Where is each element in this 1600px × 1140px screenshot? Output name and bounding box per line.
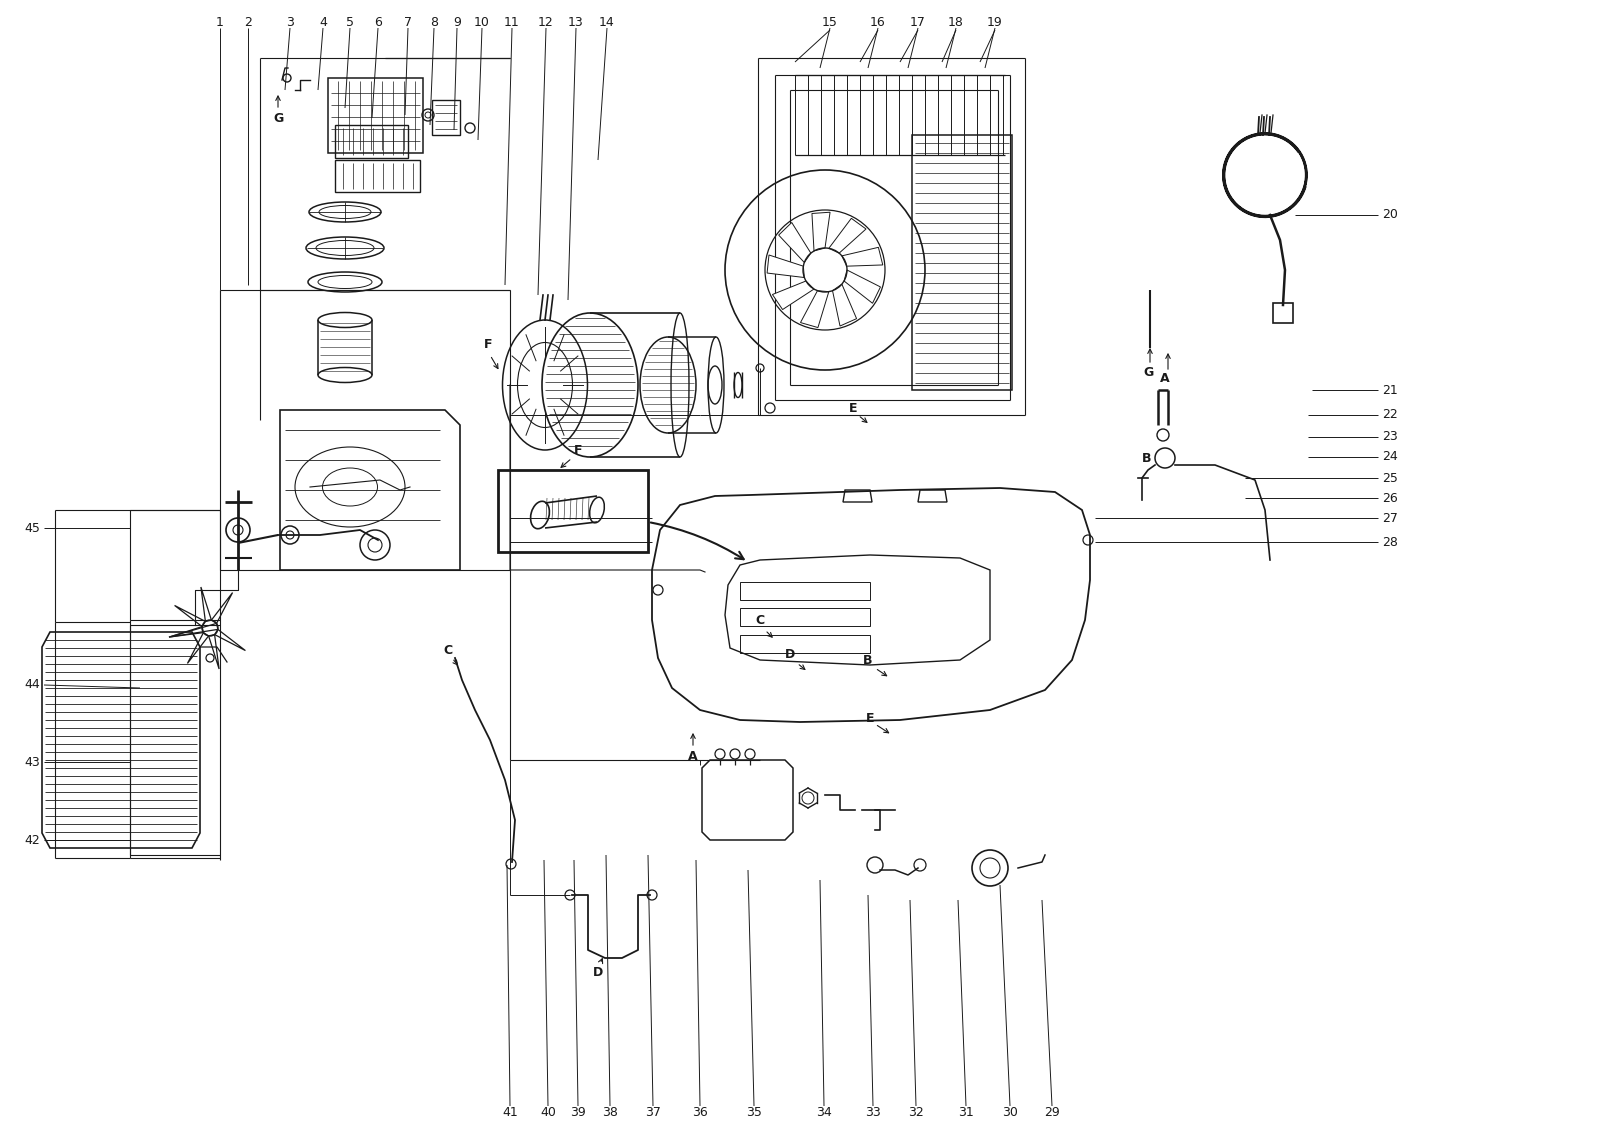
Text: 13: 13	[568, 16, 584, 28]
Text: 21: 21	[1382, 383, 1398, 397]
Text: 38: 38	[602, 1106, 618, 1118]
Text: 11: 11	[504, 16, 520, 28]
Text: F: F	[574, 443, 582, 456]
Text: 23: 23	[1382, 431, 1398, 443]
Text: D: D	[594, 966, 603, 978]
Text: 15: 15	[822, 16, 838, 28]
Text: F: F	[483, 339, 493, 351]
Text: 41: 41	[502, 1106, 518, 1118]
Text: 36: 36	[693, 1106, 707, 1118]
Text: 2: 2	[245, 16, 251, 28]
Text: C: C	[755, 613, 765, 627]
Polygon shape	[842, 247, 883, 266]
Text: A: A	[688, 749, 698, 763]
Text: 5: 5	[346, 16, 354, 28]
Polygon shape	[800, 291, 829, 327]
Text: 1: 1	[216, 16, 224, 28]
Text: 37: 37	[645, 1106, 661, 1118]
Text: 34: 34	[816, 1106, 832, 1118]
Text: 35: 35	[746, 1106, 762, 1118]
Text: 12: 12	[538, 16, 554, 28]
Text: 42: 42	[24, 833, 40, 847]
Text: 20: 20	[1382, 209, 1398, 221]
Text: 16: 16	[870, 16, 886, 28]
Polygon shape	[829, 219, 866, 253]
Text: D: D	[786, 649, 795, 661]
Polygon shape	[832, 284, 856, 326]
Polygon shape	[779, 222, 811, 262]
Polygon shape	[811, 212, 830, 251]
Text: 30: 30	[1002, 1106, 1018, 1118]
Text: 39: 39	[570, 1106, 586, 1118]
Text: 17: 17	[910, 16, 926, 28]
Text: E: E	[866, 711, 874, 725]
Text: 8: 8	[430, 16, 438, 28]
Text: 29: 29	[1045, 1106, 1059, 1118]
Text: G: G	[274, 112, 283, 124]
Text: 45: 45	[24, 521, 40, 535]
Text: 24: 24	[1382, 450, 1398, 464]
Text: 7: 7	[403, 16, 413, 28]
Text: 3: 3	[286, 16, 294, 28]
Text: B: B	[864, 653, 872, 667]
Text: 9: 9	[453, 16, 461, 28]
Text: 31: 31	[958, 1106, 974, 1118]
Text: 10: 10	[474, 16, 490, 28]
Text: 22: 22	[1382, 408, 1398, 422]
Polygon shape	[766, 255, 805, 277]
Text: 25: 25	[1382, 472, 1398, 484]
Text: 32: 32	[909, 1106, 923, 1118]
Text: 44: 44	[24, 678, 40, 692]
Text: 6: 6	[374, 16, 382, 28]
Text: G: G	[1142, 366, 1154, 378]
Text: E: E	[848, 401, 858, 415]
Text: 19: 19	[987, 16, 1003, 28]
Text: A: A	[1160, 372, 1170, 384]
Text: 14: 14	[598, 16, 614, 28]
Text: C: C	[443, 643, 453, 657]
Text: 4: 4	[318, 16, 326, 28]
Text: 28: 28	[1382, 536, 1398, 548]
Text: 33: 33	[866, 1106, 882, 1118]
Text: 40: 40	[541, 1106, 555, 1118]
Polygon shape	[773, 280, 814, 310]
Polygon shape	[845, 270, 880, 303]
Text: 18: 18	[949, 16, 963, 28]
Text: 27: 27	[1382, 512, 1398, 524]
Text: 26: 26	[1382, 491, 1398, 505]
Text: 43: 43	[24, 756, 40, 768]
Text: B: B	[1142, 451, 1152, 464]
